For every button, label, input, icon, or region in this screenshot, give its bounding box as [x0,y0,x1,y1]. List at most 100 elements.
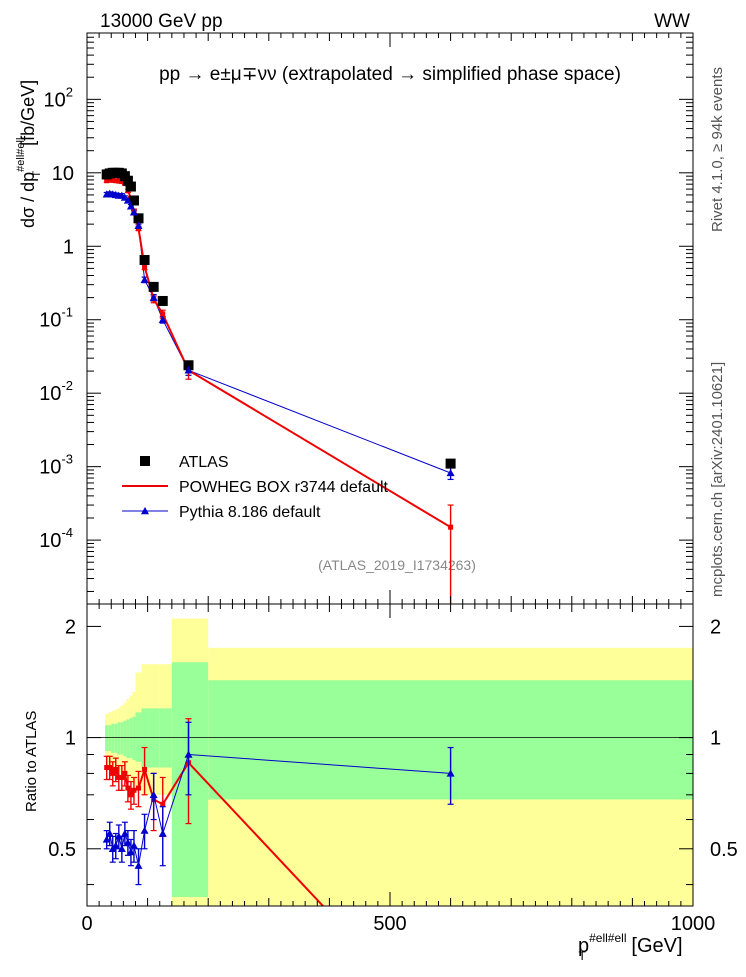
xlabel: p#ell#ell T [GeV] [578,931,683,963]
ratio-panel-series [102,718,455,907]
ratio-pythia-point [123,838,132,846]
atlas-point [122,175,133,186]
analysis-id: (ATLAS_2019_I1734263) [318,557,476,573]
ratio-uncertainty-bands [87,618,693,906]
ratio-pythia-point [140,826,149,834]
powheg-point [448,524,454,530]
ratio-powheg-point [107,764,113,770]
ratio-powheg-point [104,764,110,770]
x-tick-label: 0 [81,913,92,935]
legend-pythia-marker [141,507,149,515]
band-inner [114,723,118,753]
ratio-pythia-point [102,835,111,843]
powheg-point [113,178,119,184]
powheg-point [160,311,166,317]
pythia-point [129,208,138,216]
ratio-pythia-point [129,841,138,849]
main-frame [86,32,694,605]
pythia-point [134,221,143,229]
atlas-point [133,213,144,224]
band-inner [123,720,127,757]
ratio-pythia-point [149,790,158,799]
band-inner [126,719,130,759]
x-tick-label: 500 [373,913,406,935]
main-panel-series [101,167,456,604]
legend: ATLAS POWHEG BOX r3744 default Pythia 8.18… [122,454,389,521]
atlas-point [125,181,136,192]
ratio-powheg-point [122,770,128,776]
powheg-point [142,264,148,270]
atlas-point [445,458,456,469]
band-inner [135,712,142,762]
legend-label: POWHEG BOX r3744 default [179,479,389,496]
pythia-point [158,315,167,323]
ratio-pythia-point [446,769,455,777]
band-inner [111,723,115,753]
y-tick-label: 10-2 [39,378,73,405]
ratio-y-tick-label-right: 1 [710,728,721,750]
y-tick-label: 1 [63,236,74,258]
ratio-pythia-point [111,841,120,849]
process-label: WW [654,11,690,32]
ratio-powheg-point [119,774,125,780]
pythia-point [184,366,193,374]
powheg-point [107,177,113,183]
ratio-pythia-point [120,829,129,837]
ratio-powheg-point [160,801,166,807]
y-tick-label: 10-4 [39,525,73,552]
band-inner [108,725,112,751]
powheg-line [106,178,452,529]
pythia-point [123,196,132,204]
y-tick-label: 10 [52,163,74,185]
band-inner [129,717,133,759]
band-inner [120,722,124,755]
energy-label: 13000 GeV pp [100,11,223,32]
mcplots-label: mcplots.cern.ch [arXiv:2401.10621] [709,362,726,597]
legend-label: Pythia 8.186 default [179,504,321,521]
pythia-point [446,468,455,477]
ratio-y-tick-label-right: 0.5 [710,839,738,861]
ratio-powheg-point [136,785,142,791]
ratio-pythia-point [134,861,143,869]
x-tick-label: 1000 [671,913,716,935]
ratio-powheg-point [131,787,137,793]
ratio-pythia-point [117,844,126,852]
pythia-point [140,275,149,283]
legend-atlas-marker [140,456,150,466]
band-inner [105,725,109,751]
ratio-pythia-point [105,829,114,837]
ratio-y-tick-label: 0.5 [48,839,76,861]
atlas-point [157,295,168,306]
y-tick-label: 10-1 [39,305,73,332]
ratio-pythia-point [158,829,167,837]
plot-title: pp → e±μ∓νν (extrapolated → simplified p… [159,64,621,85]
pythia-point [149,293,158,301]
atlas-point [128,195,139,206]
ratio-powheg-point [113,766,119,772]
atlas-point [148,281,159,292]
ratio-y-tick-label: 2 [65,616,76,638]
ratio-powheg-point [128,792,134,798]
pythia-point [126,202,135,210]
ratio-powheg-point [125,785,131,791]
band-inner [117,722,121,755]
powheg-point [116,178,122,184]
ratio-powheg-point [142,766,148,772]
ratio-powheg-point [110,770,116,776]
ratio-pythia-point [184,750,193,758]
y-tick-label: 102 [44,84,73,111]
ratio-y-tick-label: 1 [65,728,76,750]
powheg-point [104,178,110,184]
powheg-point [119,179,125,185]
axes: 0 500 1000 10-4 10-3 10-2 10-1 1 10 102 0.5 0.5 1 1 2 2 [39,32,738,935]
ylabel-main: dσ / dp#ell#ellT [fb/GeV] [15,80,43,228]
rivet-label: Rivet 4.1.0, ≥ 94k events [709,67,726,232]
atlas-point [139,255,150,266]
y-tick-label: 10-3 [39,452,73,479]
ratio-pythia-point [114,832,123,840]
ylabel-ratio: Ratio to ATLAS [23,711,40,812]
band-inner [132,716,136,760]
ratio-y-tick-label-right: 2 [710,616,721,638]
